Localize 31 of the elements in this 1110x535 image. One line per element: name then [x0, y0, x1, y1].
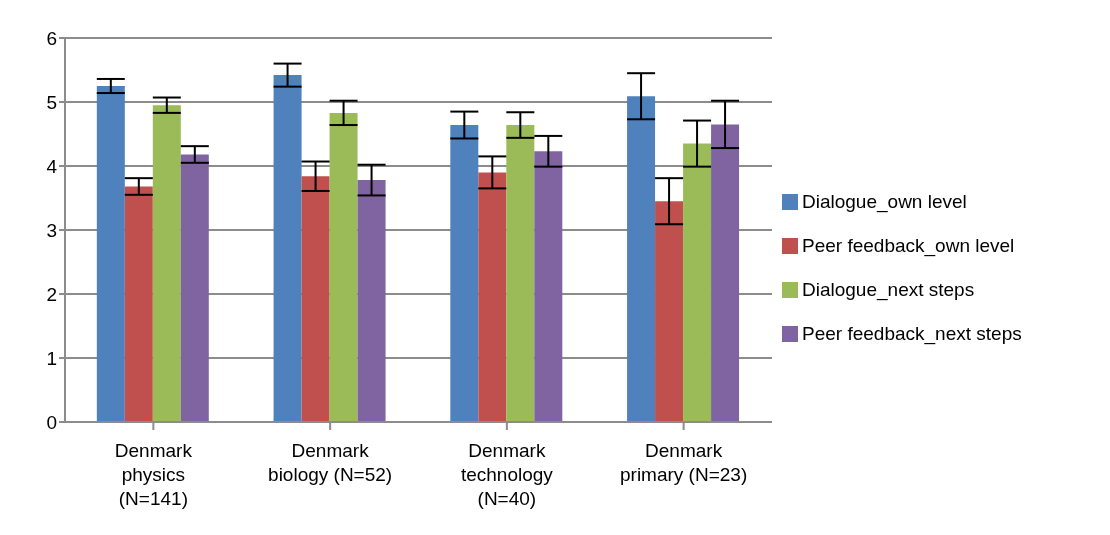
bar	[534, 151, 563, 422]
legend-label: Dialogue_next steps	[802, 278, 975, 300]
x-tick-label: Denmark physics (N=141)	[114, 440, 193, 509]
legend-label: Peer feedback_own level	[802, 234, 1015, 256]
bar	[152, 105, 181, 422]
y-tick-label: 3	[46, 219, 57, 241]
bar	[627, 96, 656, 422]
y-tick-label: 4	[46, 155, 58, 177]
bar	[711, 124, 740, 422]
bar	[329, 112, 358, 422]
x-tick-label: Denmark biology (N=52)	[268, 440, 393, 485]
legend-label: Peer feedback_next steps	[802, 322, 1022, 344]
y-tick-label: 2	[46, 283, 57, 305]
bar	[506, 125, 535, 422]
y-tick-label: 0	[46, 411, 57, 433]
bar	[124, 186, 153, 422]
bar	[180, 154, 209, 422]
x-tick-label: Denmark primary (N=23)	[620, 440, 748, 485]
bar	[655, 201, 684, 422]
x-tick-label: Denmark technology (N=40)	[460, 440, 554, 509]
y-tick-label: 1	[46, 347, 57, 369]
bar	[683, 143, 712, 422]
bar	[273, 75, 302, 422]
bar	[301, 176, 330, 422]
bar	[357, 180, 386, 422]
y-tick-label: 6	[46, 27, 57, 49]
bar	[450, 125, 479, 422]
y-tick-label: 5	[46, 91, 57, 113]
bar	[96, 86, 125, 422]
bar	[478, 172, 507, 422]
legend-label: Dialogue_own level	[802, 190, 967, 212]
